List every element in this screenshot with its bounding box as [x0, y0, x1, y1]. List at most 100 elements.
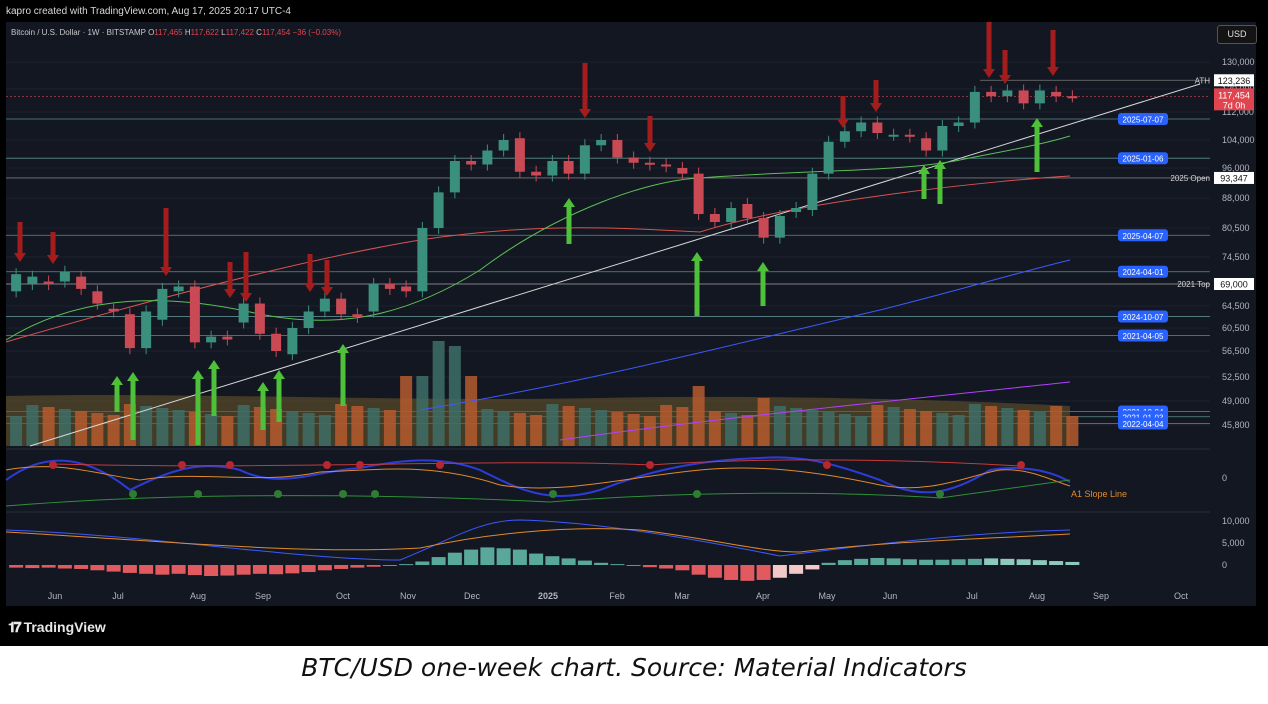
open-price-box-bg [1214, 171, 1254, 184]
legend-c-value: 117,454 [262, 28, 293, 37]
candle-body [466, 161, 477, 165]
top-price-box-bg [1214, 278, 1254, 290]
volume-bar [692, 386, 705, 446]
header-bar: kapro created with TradingView.com, Aug … [0, 0, 1268, 24]
arrow-shaft [647, 116, 653, 144]
volume-bar [660, 405, 673, 446]
histogram-orange-line [5, 528, 1071, 553]
volume-bar [26, 405, 39, 446]
candle-body [76, 276, 87, 289]
candle-body [287, 328, 298, 355]
candle-body [872, 122, 883, 133]
volume-bar [75, 411, 88, 446]
oscillator-green-dot [693, 490, 701, 498]
volume-bar [952, 415, 965, 446]
candle [986, 85, 997, 103]
histogram-bar [220, 565, 235, 576]
y-tick-label: 49,000 [1222, 396, 1250, 406]
legend-o-label: O [148, 28, 154, 37]
arrow-head [837, 119, 849, 128]
histogram-bar [821, 562, 836, 565]
level-tag-bg [1118, 113, 1168, 125]
level-tag-bg [1118, 265, 1168, 278]
arrow-shaft [694, 260, 700, 316]
y-tick-label: 130,000 [1222, 57, 1255, 67]
arrow-shaft [1034, 126, 1040, 172]
volume-bar [205, 414, 218, 446]
candle [726, 202, 737, 228]
tradingview-logo[interactable]: 𝟏𝟕 TradingView [8, 616, 106, 638]
volume-bar [383, 410, 396, 446]
candle-body [417, 228, 428, 292]
arrow-shaft [211, 368, 217, 416]
y-tick-label: 60,500 [1222, 323, 1250, 333]
oscillator-green-dot [371, 490, 379, 498]
histogram-bar [626, 565, 641, 566]
oscillator-red-dot [1017, 461, 1025, 469]
histogram-bar [464, 549, 479, 565]
histogram-bar [805, 565, 820, 570]
candle-body [254, 303, 265, 334]
volume-bar [465, 376, 478, 446]
volume-bar [985, 406, 998, 446]
volume-bar [156, 408, 169, 446]
open-2025-label: 2025 Open [1170, 174, 1210, 183]
candle [303, 305, 314, 334]
candle [433, 186, 444, 234]
histogram-bar [496, 548, 511, 565]
tradingview-logo-text: TradingView [23, 619, 106, 635]
level-tag: 2021-04-05 [1118, 329, 1168, 342]
candle [969, 85, 980, 129]
histogram-bar [9, 565, 24, 568]
candle-body [514, 138, 525, 172]
volume-bar [741, 415, 754, 446]
sell-signal-arrow [1047, 30, 1059, 76]
ath-label: ATH [1195, 76, 1211, 85]
volume-bar [871, 405, 884, 446]
candle-body [807, 173, 818, 210]
histogram-bar [41, 565, 56, 568]
currency-button[interactable]: USD [1217, 25, 1257, 44]
candle-body [433, 192, 444, 228]
volume-bar [1066, 416, 1079, 446]
candle [238, 297, 249, 329]
level-tag-label: 2025-01-06 [1123, 155, 1164, 164]
histogram-bar [707, 565, 722, 578]
candle-body [612, 140, 623, 158]
histogram-bar [252, 565, 267, 574]
sell-signal-arrow [160, 208, 172, 276]
candle-body [1002, 90, 1013, 97]
histogram-bar [902, 559, 917, 565]
arrow-shaft [921, 173, 927, 199]
histogram-bar [967, 558, 982, 565]
arrow-shaft [114, 384, 120, 412]
histogram-bar [545, 556, 560, 565]
candle-body [222, 336, 233, 340]
histogram-bar [25, 565, 40, 569]
x-tick-label: 2025 [538, 591, 558, 601]
candle-body [498, 140, 509, 151]
sell-signal-arrow [304, 254, 316, 292]
histogram-bar [854, 558, 869, 565]
candle-body [856, 122, 867, 132]
y-tick-label: 52,500 [1222, 372, 1250, 382]
sell-signal-arrow [870, 80, 882, 112]
candle [157, 282, 168, 326]
arrow-head [1047, 67, 1059, 76]
candle [271, 327, 282, 357]
arrow-head [224, 289, 236, 298]
chart-area[interactable]: 2025-07-07 2025-01-06 2025-04-07 2024-04-01… [0, 0, 1268, 646]
candle-body [92, 291, 103, 304]
price-chart[interactable]: 2025-07-07 2025-01-06 2025-04-07 2024-04-01… [0, 0, 1268, 646]
candle [1051, 85, 1062, 103]
volume-bar [286, 411, 299, 446]
histogram-bar [919, 559, 934, 565]
candle [417, 222, 428, 298]
volume-bar [481, 409, 494, 446]
arrow-shaft [227, 262, 233, 290]
arrow-head [644, 143, 656, 152]
candle [742, 198, 753, 224]
sell-signal-arrow [837, 96, 849, 128]
arrow-head [111, 376, 123, 385]
candle-body [1018, 90, 1029, 104]
